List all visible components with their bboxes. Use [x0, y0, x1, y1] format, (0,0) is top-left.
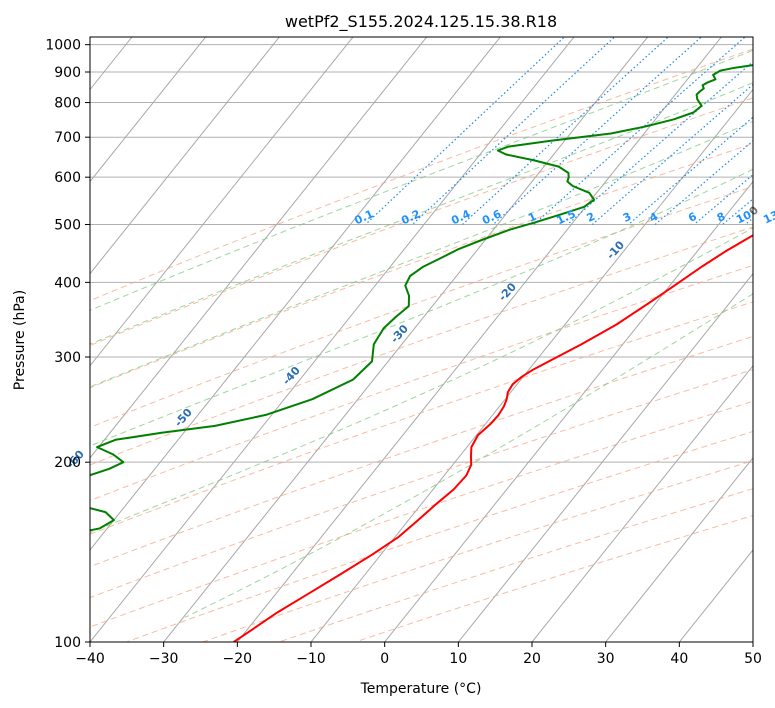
dry-adiabat-line: [124, 430, 753, 642]
x-tick-label: 10: [449, 651, 467, 667]
isotherm-line: [605, 457, 753, 642]
mixing-ratio-line: [533, 37, 746, 225]
isotherm-line: [163, 37, 649, 642]
y-tick-label: 1000: [45, 38, 81, 54]
mixing-ratio-line: [592, 83, 753, 225]
moist-adiabat-line: [90, 82, 753, 345]
isotherm-line: [90, 37, 501, 551]
plot-frame: [89, 36, 754, 643]
dewpoint-line: [90, 64, 753, 532]
y-tick-label: 200: [54, 455, 81, 471]
moist-adiabat-line: [90, 168, 753, 447]
x-tick-label: 50: [744, 651, 762, 667]
y-tick-label: 800: [54, 96, 81, 112]
isotherm-line: [90, 37, 428, 459]
dry-adiabat-line: [277, 488, 753, 642]
x-tick-label: 0: [380, 651, 389, 667]
x-tick-label: −40: [75, 651, 105, 667]
y-tick-label: 300: [54, 350, 81, 366]
mixing-ratio-line: [461, 37, 670, 225]
isotherm-line: [0, 20, 72, 669]
isotherm-line: [90, 37, 207, 183]
isotherm-line: [90, 37, 280, 275]
temperature-line: [233, 234, 753, 642]
isotherm-line: [678, 549, 753, 642]
y-tick-label: 700: [54, 130, 81, 146]
dry-adiabat-line: [90, 400, 753, 628]
dry-adiabat-line: [90, 186, 753, 428]
x-tick-label: 20: [523, 651, 541, 667]
y-tick-label: 400: [54, 275, 81, 291]
isotherm-line: [310, 88, 753, 642]
moist-adiabat-line: [90, 49, 753, 311]
isotherm-line: [90, 37, 354, 367]
plot-background: [90, 37, 753, 642]
x-tick-label: −10: [296, 651, 326, 667]
mixing-ratio-line: [492, 37, 703, 225]
mixing-ratio-label: 10: [734, 208, 754, 226]
mixing-ratio-line: [567, 60, 753, 225]
y-tick-label: 900: [54, 65, 81, 81]
x-tick-label: 40: [670, 651, 688, 667]
chart-title: wetPf2_S155.2024.125.15.38.R18: [285, 12, 557, 32]
y-tick-label: 500: [54, 217, 81, 233]
y-tick-label: 600: [54, 170, 81, 186]
x-tick-label: 30: [597, 651, 615, 667]
isotherm-line: [531, 364, 753, 642]
y-axis-label: Pressure (hPa): [12, 290, 28, 390]
x-axis-label: Temperature (°C): [360, 681, 482, 697]
x-tick-label: −20: [223, 651, 253, 667]
dry-adiabat-line: [90, 226, 753, 466]
y-tick-label: 100: [54, 635, 81, 651]
x-tick-label: −30: [149, 651, 179, 667]
dry-adiabat-line: [90, 369, 753, 599]
mixing-ratio-label: 13: [761, 208, 775, 226]
isotherm-line: [236, 37, 722, 642]
dry-adiabat-line: [90, 97, 753, 347]
isotherm-line: [90, 37, 575, 642]
dry-adiabat-line: [90, 335, 753, 568]
mixing-ratio-line: [365, 37, 566, 225]
